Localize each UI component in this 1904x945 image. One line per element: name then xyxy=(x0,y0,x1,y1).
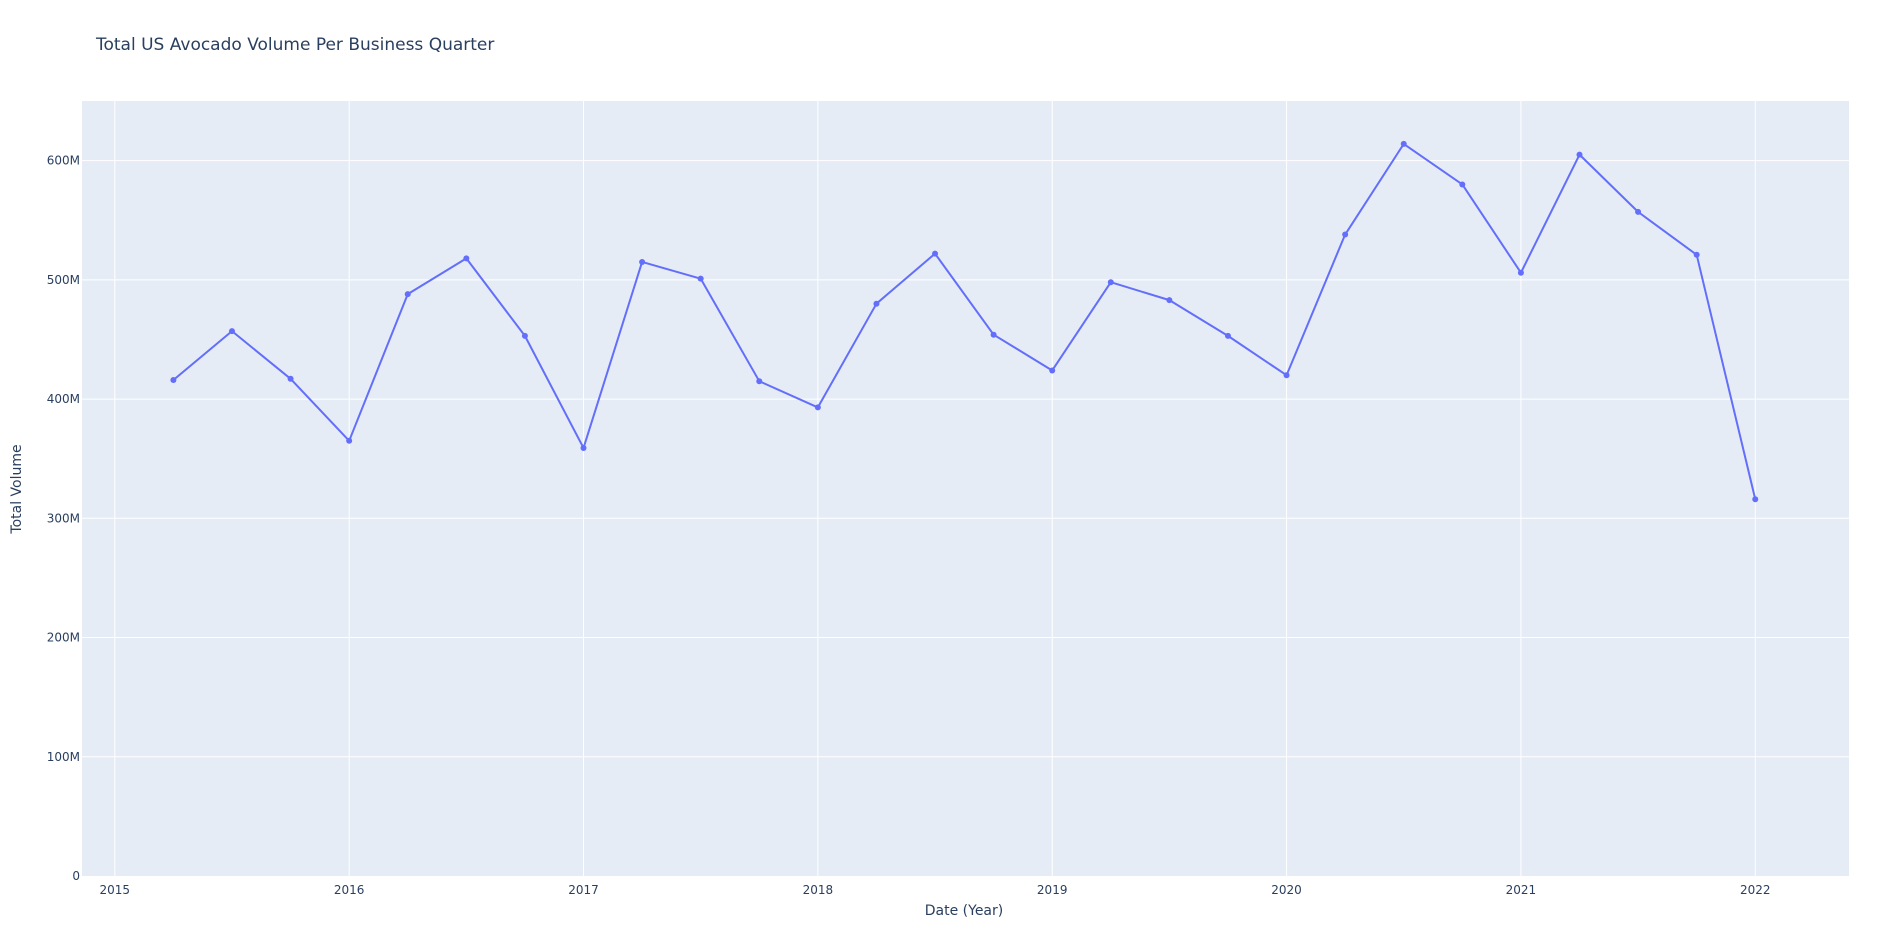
data-point xyxy=(1342,231,1349,238)
y-axis-title: Total Volume xyxy=(9,444,25,534)
y-axis-ticks: 0 100M 200M 300M 400M 500M 600M xyxy=(47,154,80,883)
x-gridlines xyxy=(114,101,1756,876)
data-point xyxy=(580,444,587,451)
data-point xyxy=(1166,297,1173,304)
x-axis-ticks: 2015 2016 2017 2018 2019 2020 2021 2022 xyxy=(100,883,1771,897)
y-gridlines xyxy=(82,160,1849,758)
x-tick-label: 2018 xyxy=(803,883,834,897)
data-point xyxy=(932,250,939,257)
data-point xyxy=(1049,367,1056,374)
x-tick-label: 2019 xyxy=(1037,883,1068,897)
data-point xyxy=(697,275,704,282)
data-point xyxy=(1635,208,1642,215)
data-point xyxy=(1576,151,1583,158)
data-point xyxy=(873,300,880,307)
data-point xyxy=(287,375,294,382)
data-point xyxy=(1517,269,1524,276)
data-point xyxy=(346,437,353,444)
data-point xyxy=(1400,140,1407,147)
volume-series-markers xyxy=(170,140,1759,503)
x-tick-label: 2017 xyxy=(568,883,599,897)
volume-series-line xyxy=(172,142,1757,500)
plot-area xyxy=(82,101,1849,876)
data-point xyxy=(1693,251,1700,258)
y-tick-label: 300M xyxy=(47,511,80,525)
y-tick-label: 600M xyxy=(47,154,80,168)
data-point xyxy=(170,377,177,383)
x-tick-label: 2015 xyxy=(100,883,131,897)
x-tick-label: 2016 xyxy=(334,883,365,897)
data-point xyxy=(463,255,470,262)
data-point xyxy=(1107,279,1114,286)
x-tick-label: 2022 xyxy=(1740,883,1771,897)
data-point xyxy=(756,378,763,385)
data-point xyxy=(228,328,235,335)
x-tick-label: 2021 xyxy=(1506,883,1537,897)
data-point xyxy=(814,404,821,411)
x-tick-label: 2020 xyxy=(1271,883,1302,897)
chart-title: Total US Avocado Volume Per Business Qua… xyxy=(95,35,494,55)
y-tick-label: 200M xyxy=(47,631,80,645)
data-point xyxy=(639,258,646,265)
y-tick-label: 100M xyxy=(47,750,80,764)
data-point xyxy=(990,331,997,338)
data-point xyxy=(1459,181,1466,188)
y-tick-label: 400M xyxy=(47,392,80,406)
y-tick-label: 0 xyxy=(72,869,80,883)
data-point xyxy=(1752,496,1759,503)
data-point xyxy=(404,291,411,298)
y-tick-label: 500M xyxy=(47,273,80,287)
data-point xyxy=(1224,332,1231,339)
data-point xyxy=(1283,372,1290,379)
data-point xyxy=(521,332,528,339)
x-axis-title: Date (Year) xyxy=(925,903,1003,919)
